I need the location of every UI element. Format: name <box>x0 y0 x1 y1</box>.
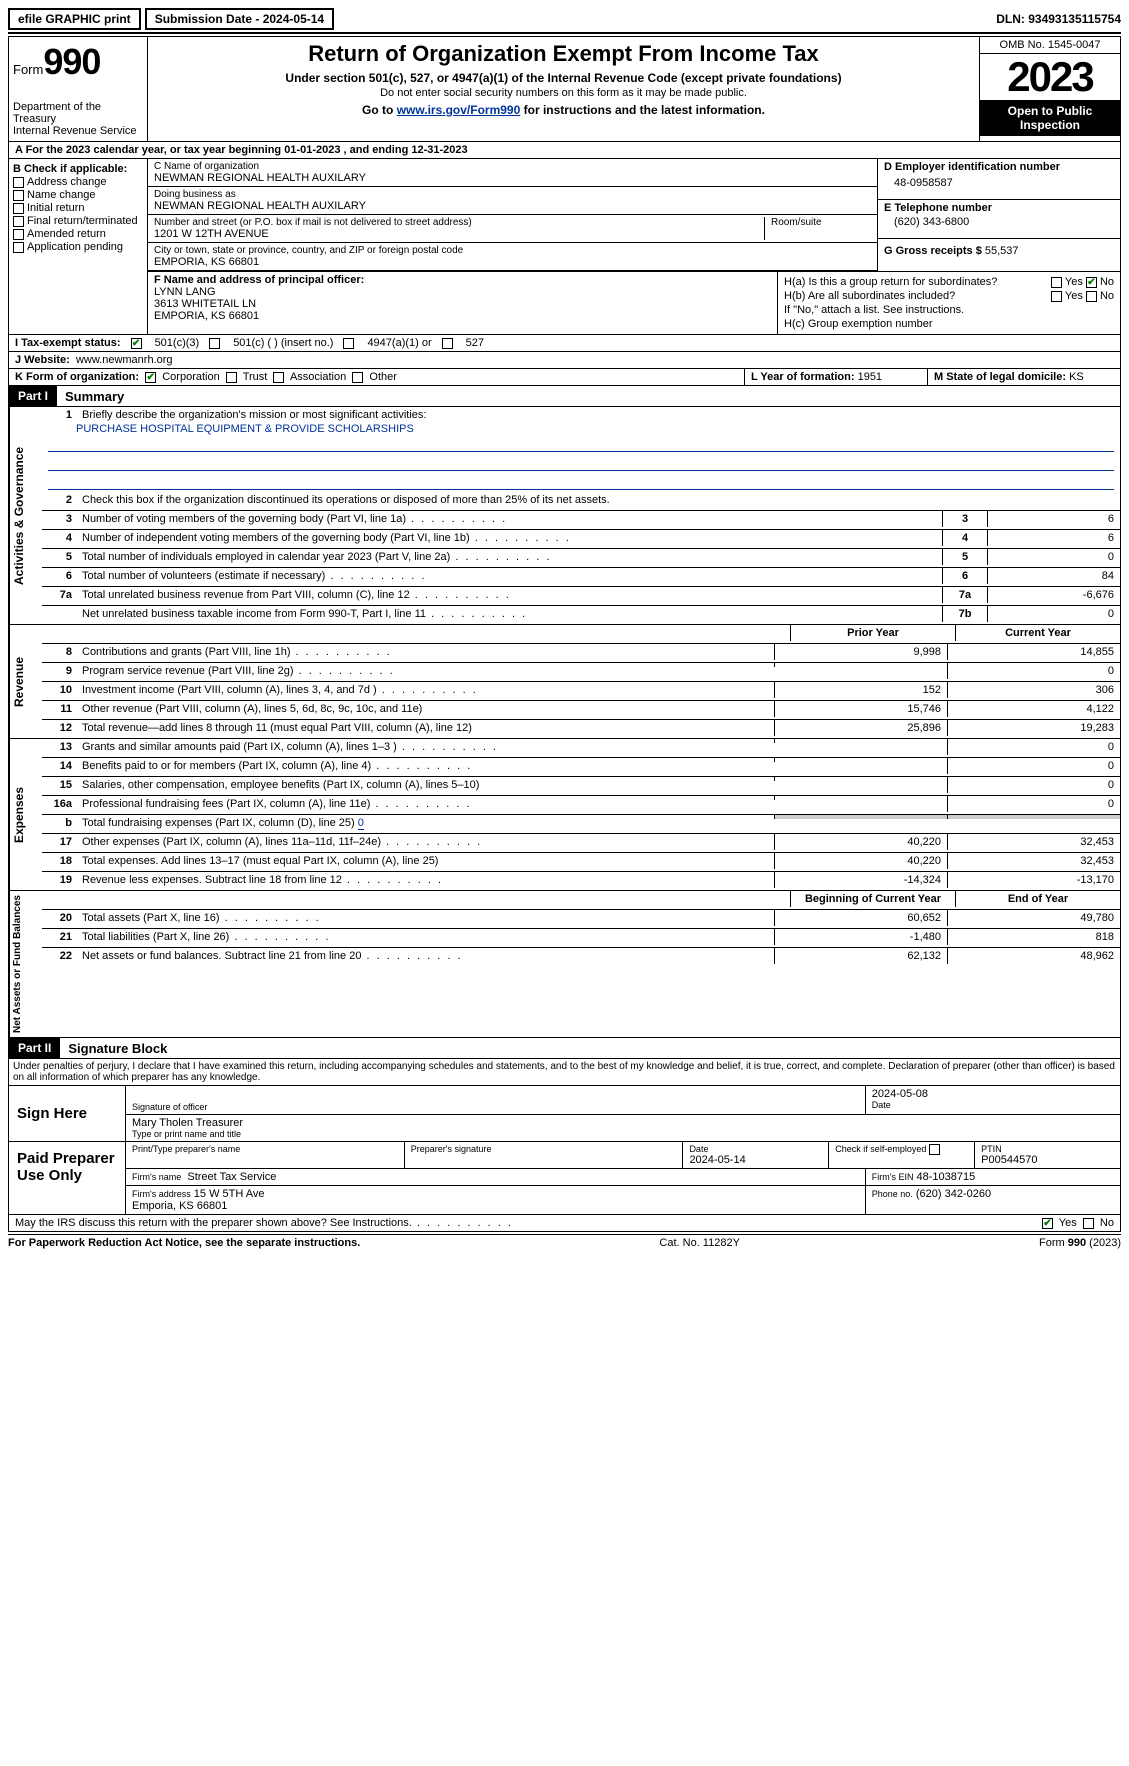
street-address: 1201 W 12TH AVENUE <box>154 228 764 240</box>
c10: 306 <box>947 682 1120 698</box>
cb-initial-return[interactable] <box>13 203 24 214</box>
efile-print-button[interactable]: efile GRAPHIC print <box>8 8 141 30</box>
c19: -13,170 <box>947 872 1120 888</box>
v4: 6 <box>987 530 1120 546</box>
firm-name: Street Tax Service <box>187 1171 276 1183</box>
phone-value: (620) 343-6800 <box>884 214 1114 236</box>
paid-preparer-label: Paid Preparer Use Only <box>9 1142 126 1214</box>
dln-label: DLN: 93493135115754 <box>996 12 1121 26</box>
c17: 32,453 <box>947 834 1120 850</box>
cb-address-change[interactable] <box>13 177 24 188</box>
cb-amended-return[interactable] <box>13 229 24 240</box>
form-subtitle: Under section 501(c), 527, or 4947(a)(1)… <box>156 71 971 85</box>
firm-phone: (620) 342-0260 <box>916 1188 991 1200</box>
c12: 19,283 <box>947 720 1120 736</box>
side-activities: Activities & Governance <box>9 407 42 624</box>
goto-line: Go to www.irs.gov/Form990 for instructio… <box>156 103 971 117</box>
col-b-checkboxes: B Check if applicable: Address change Na… <box>9 159 148 334</box>
perjury-text: Under penalties of perjury, I declare th… <box>8 1059 1121 1086</box>
c11: 4,122 <box>947 701 1120 717</box>
ein-value: 48-0958587 <box>884 173 1114 199</box>
city-state-zip: EMPORIA, KS 66801 <box>154 256 871 268</box>
cb-other[interactable] <box>352 372 363 383</box>
c9: 0 <box>947 663 1120 679</box>
v7b: 0 <box>987 606 1120 622</box>
form-label: Form <box>13 62 43 77</box>
hb-yes[interactable] <box>1051 291 1062 302</box>
side-revenue: Revenue <box>9 625 42 738</box>
cb-527[interactable] <box>442 338 453 349</box>
tax-year: 2023 <box>980 54 1120 100</box>
ha-yes[interactable] <box>1051 277 1062 288</box>
gross-receipts: 55,537 <box>985 245 1019 257</box>
submission-date-button[interactable]: Submission Date - 2024-05-14 <box>145 8 334 30</box>
ptin: P00544570 <box>981 1154 1114 1166</box>
open-public-badge: Open to Public Inspection <box>980 100 1120 136</box>
year-formation: 1951 <box>858 371 882 383</box>
officer-addr2: EMPORIA, KS 66801 <box>154 310 771 322</box>
form-header: Form 990 Department of the Treasury Inte… <box>8 36 1121 142</box>
state-domicile: KS <box>1069 371 1084 383</box>
sign-here-label: Sign Here <box>9 1086 126 1141</box>
dept-treasury: Department of the Treasury Internal Reve… <box>13 101 143 137</box>
hb-no[interactable] <box>1086 291 1097 302</box>
sign-date: 2024-05-08 <box>872 1088 1114 1100</box>
form-number: 990 <box>43 41 100 83</box>
discuss-yes[interactable] <box>1042 1218 1053 1229</box>
c13: 0 <box>947 739 1120 755</box>
officer-name: LYNN LANG <box>154 286 771 298</box>
c8: 14,855 <box>947 644 1120 660</box>
c14: 0 <box>947 758 1120 774</box>
v6: 84 <box>987 568 1120 584</box>
e22: 48,962 <box>947 948 1120 964</box>
c16a: 0 <box>947 796 1120 812</box>
form-title: Return of Organization Exempt From Incom… <box>156 41 971 67</box>
cb-4947[interactable] <box>343 338 354 349</box>
c18: 32,453 <box>947 853 1120 869</box>
firm-ein: 48-1038715 <box>917 1171 976 1183</box>
v5: 0 <box>987 549 1120 565</box>
row-i-tax-exempt: I Tax-exempt status: 501(c)(3) 501(c) ( … <box>8 335 1121 352</box>
cb-501c[interactable] <box>209 338 220 349</box>
cb-trust[interactable] <box>226 372 237 383</box>
cb-self-employed[interactable] <box>929 1144 940 1155</box>
page-footer: For Paperwork Reduction Act Notice, see … <box>8 1234 1121 1249</box>
e21: 818 <box>947 929 1120 945</box>
top-toolbar: efile GRAPHIC print Submission Date - 20… <box>8 8 1121 34</box>
cb-name-change[interactable] <box>13 190 24 201</box>
cb-corp[interactable] <box>145 372 156 383</box>
part1-header: Part I <box>9 386 57 406</box>
cb-assoc[interactable] <box>273 372 284 383</box>
website-value: www.newmanrh.org <box>76 354 173 366</box>
officer-name-typed: Mary Tholen Treasurer <box>132 1117 1114 1129</box>
c15: 0 <box>947 777 1120 793</box>
officer-addr1: 3613 WHITETAIL LN <box>154 298 771 310</box>
dba-name: NEWMAN REGIONAL HEALTH AUXILARY <box>154 200 871 212</box>
cb-app-pending[interactable] <box>13 242 24 253</box>
row-a-period: A For the 2023 calendar year, or tax yea… <box>8 142 1121 159</box>
side-net-assets: Net Assets or Fund Balances <box>9 891 42 1037</box>
form-hint: Do not enter social security numbers on … <box>156 87 971 99</box>
entity-block: B Check if applicable: Address change Na… <box>8 159 1121 335</box>
v7a: -6,676 <box>987 587 1120 603</box>
omb-number: OMB No. 1545-0047 <box>980 37 1120 54</box>
side-expenses: Expenses <box>9 739 42 890</box>
part2-header: Part II <box>9 1038 60 1058</box>
ha-no[interactable] <box>1086 277 1097 288</box>
discuss-no[interactable] <box>1083 1218 1094 1229</box>
mission-text: PURCHASE HOSPITAL EQUIPMENT & PROVIDE SC… <box>42 423 1120 435</box>
org-name: NEWMAN REGIONAL HEALTH AUXILARY <box>154 172 871 184</box>
cb-501c3[interactable] <box>131 338 142 349</box>
v3: 6 <box>987 511 1120 527</box>
irs-link[interactable]: www.irs.gov/Form990 <box>397 103 521 117</box>
discuss-row: May the IRS discuss this return with the… <box>8 1215 1121 1232</box>
prep-date: 2024-05-14 <box>689 1154 822 1166</box>
cb-final-return[interactable] <box>13 216 24 227</box>
e20: 49,780 <box>947 910 1120 926</box>
